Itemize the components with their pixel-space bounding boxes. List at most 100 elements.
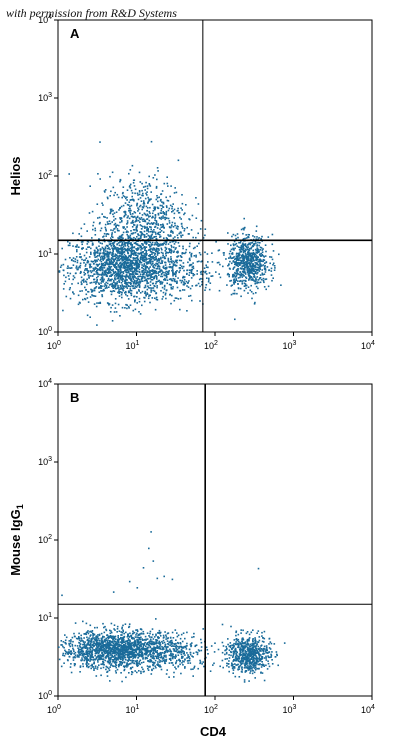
data-point	[256, 281, 259, 283]
data-point	[166, 176, 168, 178]
data-point	[140, 251, 142, 254]
data-point	[154, 207, 156, 210]
data-point	[64, 641, 66, 644]
data-point	[111, 304, 114, 306]
data-point	[175, 227, 178, 229]
data-point	[85, 289, 87, 291]
data-point	[79, 666, 82, 668]
data-point	[115, 644, 118, 646]
data-point	[143, 639, 145, 641]
data-point	[137, 258, 139, 261]
data-point	[191, 285, 194, 287]
data-point	[137, 264, 139, 266]
data-point	[252, 256, 255, 259]
data-point	[247, 258, 250, 260]
data-point	[252, 263, 254, 265]
data-point	[178, 245, 181, 247]
data-point	[82, 665, 84, 668]
data-point	[157, 652, 159, 655]
data-point	[100, 290, 102, 292]
data-point	[158, 258, 160, 261]
data-point	[89, 660, 91, 662]
data-point	[145, 653, 148, 656]
data-point	[90, 650, 92, 653]
data-point	[155, 187, 158, 189]
data-point	[163, 660, 166, 663]
data-point	[232, 243, 235, 245]
data-point	[69, 242, 71, 244]
data-point	[104, 250, 107, 252]
data-point	[152, 265, 154, 268]
data-point	[186, 273, 188, 275]
data-point	[88, 277, 90, 279]
data-point	[179, 216, 181, 219]
data-point	[206, 253, 209, 255]
data-point	[117, 237, 119, 239]
data-point	[178, 271, 181, 273]
data-point	[136, 639, 138, 641]
data-point	[126, 283, 129, 286]
y-tick-label: 104	[38, 14, 52, 25]
data-point	[74, 656, 76, 658]
data-point	[101, 263, 104, 266]
data-point	[181, 209, 183, 211]
data-point	[59, 266, 62, 268]
data-point	[130, 294, 133, 297]
data-point	[246, 271, 249, 273]
data-point	[140, 261, 143, 264]
data-point	[130, 634, 133, 637]
data-point	[232, 279, 235, 281]
data-point	[238, 262, 240, 264]
data-point	[184, 282, 187, 285]
data-point	[109, 195, 111, 197]
data-point	[94, 637, 96, 639]
y-tick-label: 100	[38, 326, 52, 337]
data-point	[248, 260, 250, 262]
data-point	[165, 289, 168, 291]
data-point	[231, 276, 234, 278]
data-point	[135, 651, 137, 653]
data-point	[116, 641, 118, 643]
data-point	[134, 287, 136, 289]
data-point	[120, 631, 122, 633]
data-point	[120, 282, 123, 284]
data-point	[236, 271, 238, 273]
data-point	[165, 196, 167, 199]
data-point	[85, 293, 88, 296]
data-point	[122, 648, 125, 650]
data-point	[140, 645, 142, 648]
data-point	[142, 255, 145, 257]
data-point	[161, 640, 163, 643]
data-point	[160, 198, 162, 201]
data-point	[140, 249, 142, 251]
data-point	[90, 634, 92, 636]
data-point	[196, 260, 199, 263]
data-point	[165, 217, 168, 220]
data-point	[132, 657, 134, 659]
data-point	[96, 272, 99, 274]
data-point	[133, 185, 136, 187]
data-point	[100, 266, 103, 268]
data-point	[157, 657, 159, 660]
data-point	[170, 252, 172, 254]
data-point	[123, 275, 126, 278]
data-point	[138, 637, 141, 639]
data-point	[135, 281, 138, 284]
data-point	[172, 274, 174, 277]
data-point	[234, 272, 237, 275]
data-point	[142, 633, 145, 635]
data-point	[79, 646, 81, 648]
data-point	[147, 660, 149, 662]
data-point	[174, 280, 177, 283]
data-point	[250, 258, 252, 260]
data-point	[137, 282, 139, 284]
data-point	[238, 263, 241, 265]
data-point	[134, 656, 136, 659]
data-point	[120, 240, 123, 243]
data-point	[118, 237, 121, 240]
data-point	[87, 271, 89, 274]
data-point	[244, 237, 246, 240]
data-point	[91, 663, 93, 666]
data-point	[248, 269, 250, 272]
data-point	[86, 643, 89, 645]
